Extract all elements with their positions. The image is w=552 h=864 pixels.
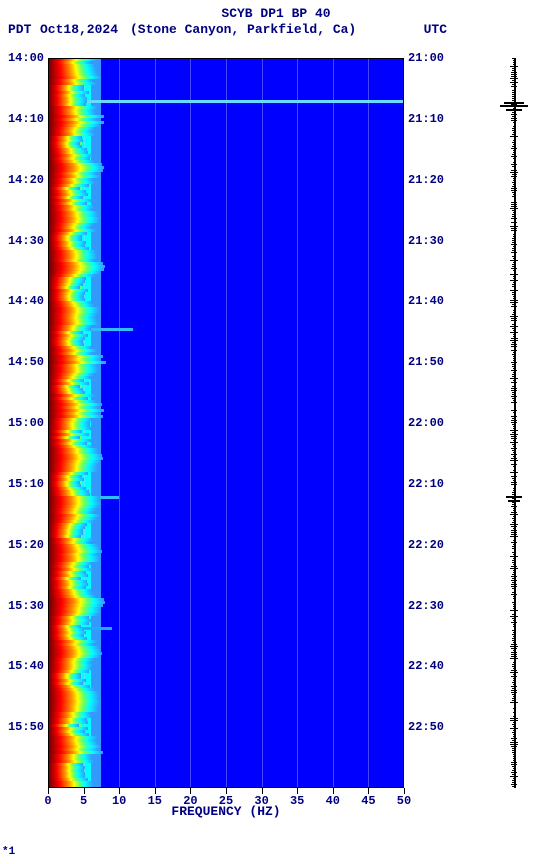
ytick-label: 21:20 <box>408 173 458 187</box>
ytick-label: 22:30 <box>408 599 458 613</box>
ytick-label: 15:40 <box>0 659 44 673</box>
spectrogram-plot <box>48 58 404 788</box>
gridline <box>119 58 120 788</box>
ytick-label: 21:40 <box>408 294 458 308</box>
ytick-label: 21:10 <box>408 112 458 126</box>
spectrogram-streak <box>48 100 404 103</box>
ytick-label: 22:10 <box>408 477 458 491</box>
ytick-label: 15:00 <box>0 416 44 430</box>
seismogram-spike <box>508 500 520 502</box>
chart-date: Oct18,2024 <box>40 22 118 37</box>
chart-location: (Stone Canyon, Parkfield, Ca) <box>130 22 356 37</box>
gridline <box>226 58 227 788</box>
ytick-label: 15:10 <box>0 477 44 491</box>
ytick-label: 15:30 <box>0 599 44 613</box>
seismogram-spike <box>500 105 528 107</box>
seismogram-spike <box>506 109 522 111</box>
ytick-label: 15:20 <box>0 538 44 552</box>
seismogram-spike <box>506 496 522 498</box>
ytick-label: 14:10 <box>0 112 44 126</box>
ytick-label: 22:40 <box>408 659 458 673</box>
footnote-mark: *1 <box>2 846 15 858</box>
gridline <box>333 58 334 788</box>
ytick-label: 21:30 <box>408 234 458 248</box>
ytick-label: 21:00 <box>408 51 458 65</box>
ytick-label: 14:40 <box>0 294 44 308</box>
tz-right-label: UTC <box>424 22 447 37</box>
ytick-label: 14:00 <box>0 51 44 65</box>
gridline <box>190 58 191 788</box>
chart-title: SCYB DP1 BP 40 <box>0 6 552 21</box>
ytick-label: 15:50 <box>0 720 44 734</box>
ytick-label: 14:50 <box>0 355 44 369</box>
xaxis-label: FREQUENCY (HZ) <box>48 804 404 819</box>
ytick-label: 22:20 <box>408 538 458 552</box>
gridline <box>368 58 369 788</box>
gridline <box>262 58 263 788</box>
ytick-label: 14:30 <box>0 234 44 248</box>
ytick-label: 14:20 <box>0 173 44 187</box>
seismogram-spike <box>504 102 524 104</box>
gridline <box>155 58 156 788</box>
ytick-label: 22:00 <box>408 416 458 430</box>
tz-left-label: PDT <box>8 22 31 37</box>
yaxis-right-ticks: 21:0021:1021:2021:3021:4021:5022:0022:10… <box>408 58 458 788</box>
ytick-label: 21:50 <box>408 355 458 369</box>
ytick-label: 22:50 <box>408 720 458 734</box>
gridline <box>297 58 298 788</box>
seismogram-trace <box>494 58 534 788</box>
yaxis-left-ticks: 14:0014:1014:2014:3014:4014:5015:0015:10… <box>2 58 46 788</box>
